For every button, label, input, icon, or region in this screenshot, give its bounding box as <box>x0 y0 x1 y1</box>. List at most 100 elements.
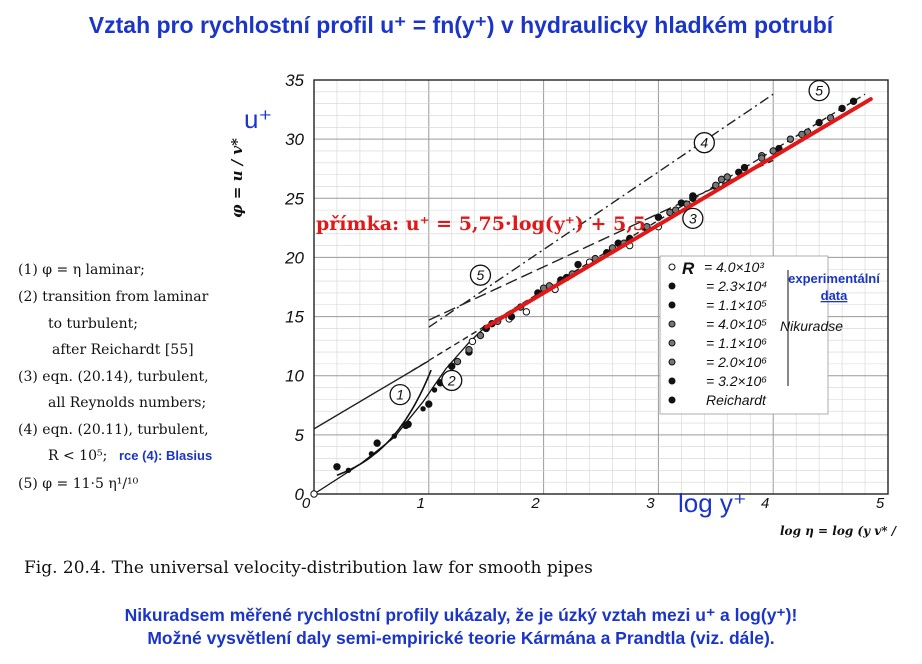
legend-marker <box>668 396 676 404</box>
y-tick-label: 15 <box>285 308 304 327</box>
velocity-profile-chart: 05101520253035012345φ = u / v*log η = lo… <box>230 71 900 538</box>
fit-line <box>484 97 873 329</box>
curve-4 <box>428 93 774 328</box>
legend-line: (2) transition from laminar <box>18 289 209 305</box>
legend-entry: = 1.1×10⁵ <box>706 297 767 313</box>
u-plus-label: u⁺ <box>244 104 272 134</box>
data-point <box>758 154 766 162</box>
legend-marker <box>668 339 676 347</box>
data-point <box>391 433 398 439</box>
data-point <box>453 357 462 366</box>
curve-number-circle <box>693 132 715 154</box>
data-point <box>574 260 582 269</box>
legend-line: all Reynolds numbers; <box>48 395 207 411</box>
legend-entry: Reichardt <box>706 392 767 408</box>
curve-number-circle <box>469 264 492 286</box>
legend-title: R <box>682 259 695 278</box>
curve-1-laminar <box>336 369 432 477</box>
curve-number-circle <box>682 207 704 230</box>
x-tick-label: 5 <box>876 495 885 512</box>
blasius-note: rce (4): Blasius <box>119 448 213 463</box>
legend-marker <box>668 282 676 290</box>
fit-equation-label: přímka: u⁺ = 5,75·log(y⁺) + 5,5 <box>316 213 646 235</box>
legend-entry: = 4.0×10³ <box>704 259 764 275</box>
y-tick-label: 35 <box>285 71 304 90</box>
data-point <box>654 213 663 221</box>
data-point <box>373 439 381 447</box>
data-point <box>368 451 375 457</box>
data-point <box>448 362 456 370</box>
data-point <box>465 345 473 354</box>
y-tick-label: 25 <box>284 189 304 208</box>
data-point <box>786 135 795 143</box>
legend-line: to turbulent; <box>48 316 138 332</box>
data-point <box>333 463 341 471</box>
legend-entry: = 1.1×10⁶ <box>706 335 767 351</box>
y-tick-label: 10 <box>285 367 304 386</box>
data-point <box>712 181 720 189</box>
data-point <box>666 208 674 217</box>
data-point <box>689 194 697 202</box>
y-tick-label: 30 <box>285 130 304 149</box>
data-point <box>345 467 352 474</box>
log-y-plus-label: log y⁺ <box>678 488 747 518</box>
curve-turbulent-fit <box>313 360 430 430</box>
curve-number-label: 3 <box>689 210 697 226</box>
legend-entry: = 2.0×10⁶ <box>706 354 767 370</box>
y-tick-label: 5 <box>295 426 305 445</box>
curve-number-circle <box>389 383 411 406</box>
curve-number-label: 1 <box>396 387 404 403</box>
y-tick-label: 20 <box>284 248 304 267</box>
curve-number-label: 5 <box>477 267 485 283</box>
y-tick-label: 0 <box>295 485 305 504</box>
data-point <box>849 97 858 105</box>
x-tick-label: 2 <box>530 495 540 512</box>
legend-marker <box>668 301 676 309</box>
fit-line-group <box>484 97 873 329</box>
data-point <box>815 118 823 127</box>
legend-line: after Reichardt [55] <box>52 342 194 358</box>
legend-marker <box>668 377 676 385</box>
data-point <box>838 104 846 113</box>
experimental-label: data <box>821 288 849 303</box>
legend-marker <box>668 320 676 328</box>
curve-number-circle <box>441 369 463 392</box>
x-tick-label: 1 <box>417 495 425 512</box>
nikuradse-label: Nikuradse <box>780 318 843 334</box>
footer-line-2: Možné vysvětlení daly semi-empirické teo… <box>147 628 775 648</box>
experimental-label: experimentální <box>788 271 880 286</box>
chart-axes: 05101520253035012345φ = u / v*log η = lo… <box>230 71 900 538</box>
slide-footer: Nikuradsem měřené rychlostní profily uká… <box>0 604 922 650</box>
slide-title: Vztah pro rychlostní profil u⁺ = fn(y⁺) … <box>88 12 834 38</box>
figure-caption: Fig. 20.4. The universal velocity-distri… <box>24 558 593 578</box>
data-point <box>402 421 410 430</box>
legend-entry: = 2.3×10⁴ <box>706 278 767 294</box>
data-point <box>522 308 531 316</box>
curve-number-label: 2 <box>447 372 456 388</box>
legend-entry: = 3.2×10⁶ <box>706 373 767 389</box>
chart-labels: 1 2 3 4 5 5 R = 4.0×10³ = 2.3×10⁴ = 1.1×10⁵ = 4.0×… <box>244 79 880 518</box>
legend-line: (5) φ = 11·5 η¹/¹⁰ <box>18 476 139 492</box>
data-point <box>723 173 731 181</box>
legend-line: R < 10⁵; <box>48 448 108 464</box>
legend-line: (3) eqn. (20.14), turbulent, <box>18 369 209 385</box>
legend-entry: = 4.0×10⁵ <box>706 316 767 332</box>
data-point <box>740 163 749 172</box>
curve-number-label: 5 <box>815 83 823 99</box>
data-point <box>310 490 318 498</box>
data-point <box>468 337 477 346</box>
data-point <box>420 406 426 412</box>
x-tick-label: 3 <box>646 495 655 512</box>
x-tick-label: 4 <box>761 495 769 512</box>
plot-frame <box>313 79 889 495</box>
curve-number-circle <box>808 79 830 102</box>
legend-marker <box>668 358 676 366</box>
x-axis-label: log η = log (y v* / ν) <box>780 524 900 538</box>
data-point <box>431 387 438 393</box>
footer-line-1: Nikuradsem měřené rychlostní profily uká… <box>124 605 798 625</box>
curve-number-label: 4 <box>700 135 708 151</box>
legend-line: (1) φ = η laminar; <box>18 262 145 278</box>
series-legend-box <box>659 255 829 415</box>
data-point <box>476 331 485 340</box>
data-point <box>425 400 433 408</box>
